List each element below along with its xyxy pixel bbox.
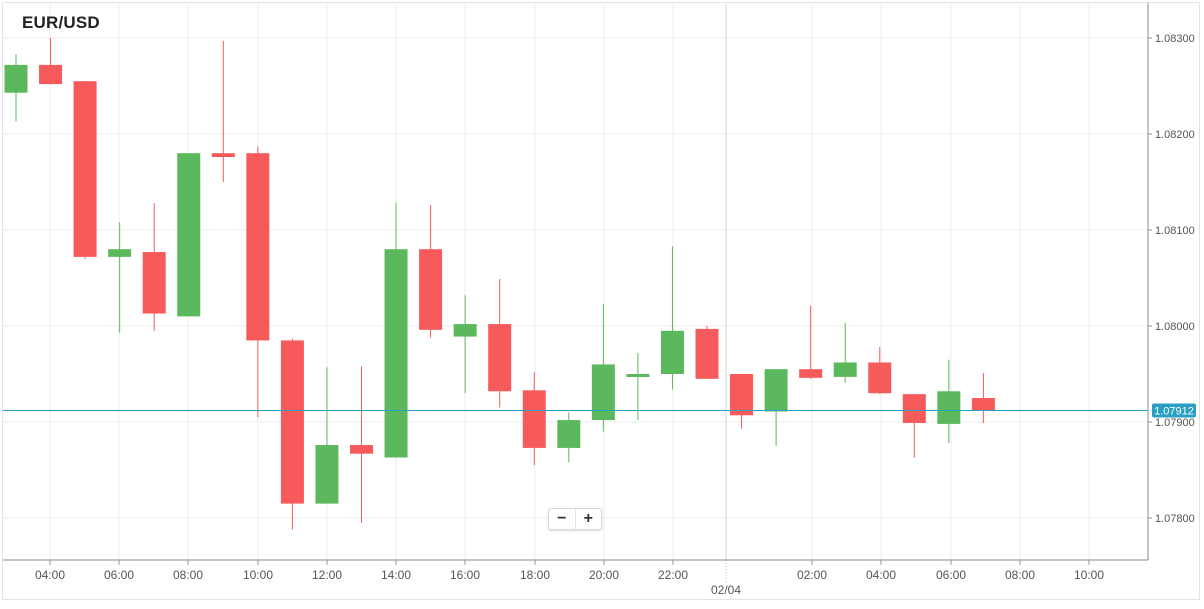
candle [557,412,581,463]
axes: 1.08300 1.08200 1.08100 1.08000 1.07900 1.078… [2,3,1196,597]
candle [695,326,719,379]
candle [142,203,166,331]
candle [626,352,650,421]
y-tick-label: 1.07800 [1155,513,1195,525]
y-tick-label: 1.08100 [1155,225,1195,237]
candle-body [453,324,477,337]
candle [73,81,97,259]
zoom-divider [574,509,576,529]
candle-body [280,340,304,504]
chart-title: EUR/USD [22,13,100,32]
candle-body [730,374,754,416]
candle [280,338,304,530]
date-label: 02/04 [711,583,741,597]
candles [4,38,995,530]
candle-body [488,324,512,392]
x-tick-label: 20:00 [589,568,619,582]
candle-body [142,252,166,314]
candle [522,372,546,466]
candle [833,323,857,383]
candle-body [211,153,235,158]
x-tick-label: 10:00 [243,568,273,582]
y-tick-label: 1.08200 [1155,129,1195,141]
candle [350,366,373,523]
zoom-out-button[interactable]: − [557,510,567,527]
x-tick-label: 06:00 [104,568,134,582]
candle [419,205,443,338]
candle-body [626,374,650,377]
candle-body [660,330,684,374]
candle [39,38,63,85]
candle-body [522,390,546,448]
candle-body [833,362,857,377]
candle [453,295,477,394]
candle [971,373,995,423]
x-tick-label: 18:00 [520,568,550,582]
candle-body [557,420,581,448]
x-tick-label: 04:00 [35,568,65,582]
candle-body [937,391,961,424]
x-tick-label: 12:00 [312,568,342,582]
candle [488,278,512,408]
zoom-controls: − + [548,508,602,530]
candle [937,359,961,444]
candle [315,367,339,504]
x-tick-label: 10:00 [1074,568,1104,582]
candle-body [73,81,97,257]
candle-body [971,398,995,411]
x-tick-label: 02:00 [797,568,827,582]
candle-body [419,249,443,330]
candle-body [39,64,63,85]
candle-body [799,369,823,378]
x-tick-label: 14:00 [381,568,411,582]
x-tick-label: 16:00 [450,568,480,582]
candle-body [591,364,615,421]
candle [211,40,235,182]
candle-body [246,153,270,341]
candle-body [868,362,892,394]
candle [4,54,28,122]
candle [591,303,615,432]
candle [730,374,754,429]
candle-body [4,64,28,93]
candle [108,222,132,333]
x-tick-label: 06:00 [936,568,966,582]
y-tick-label: 1.08300 [1155,33,1195,45]
grid-lines [2,3,1148,560]
candle-body [108,249,132,257]
current-price-badge [1152,403,1196,418]
zoom-in-button[interactable]: + [583,510,593,527]
current-price-label: 1.07912 [1154,405,1194,417]
candle-body [315,445,339,504]
candle-body [902,394,926,423]
candle-body [350,445,373,454]
candle-body [764,369,788,412]
y-tick-label: 1.08000 [1155,321,1195,333]
candle [660,246,684,390]
candle-body [695,328,719,379]
candle-body [177,153,201,317]
x-tick-label: 04:00 [866,568,896,582]
candle [384,203,408,458]
candle [902,394,926,458]
candle [868,347,892,395]
x-tick-label: 08:00 [173,568,203,582]
x-tick-label: 22:00 [658,568,688,582]
candle [246,146,270,418]
x-tick-label: 08:00 [1005,568,1035,582]
candle-body [384,249,408,458]
candle [799,305,823,379]
y-tick-label: 1.07900 [1155,417,1195,429]
candle [764,369,788,446]
candle [177,153,201,317]
